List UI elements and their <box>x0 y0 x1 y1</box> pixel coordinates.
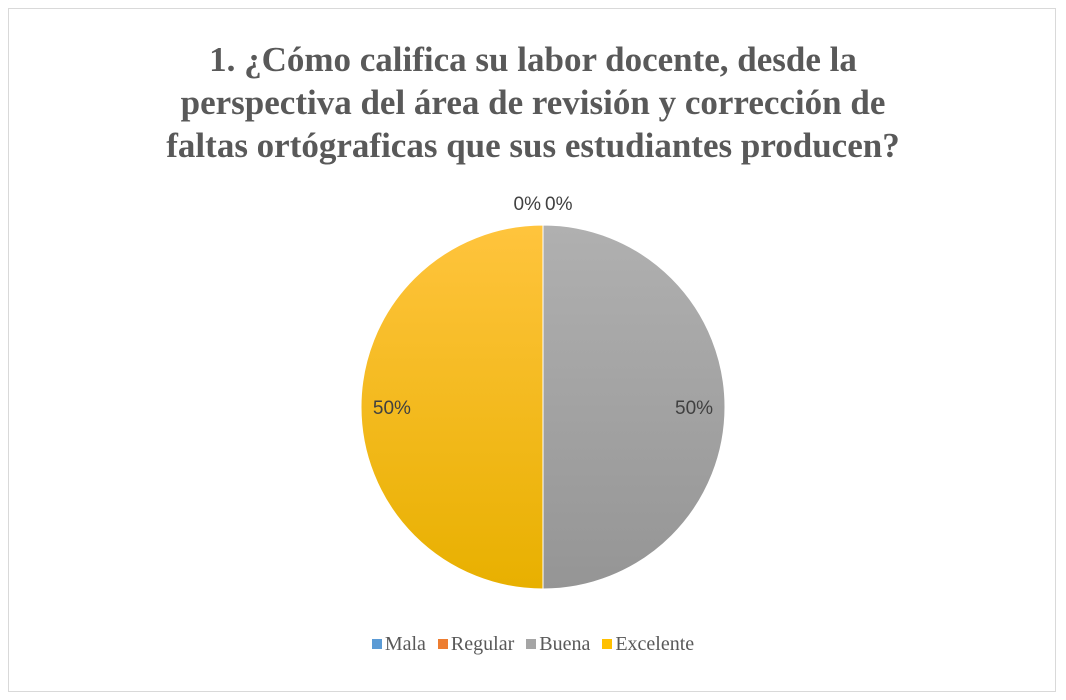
legend-swatch-excelente <box>602 639 613 649</box>
chart-title: 1. ¿Cómo califica su labor docente, desd… <box>0 38 1066 167</box>
data-label-excelente: 50% <box>373 398 411 419</box>
pie-slice-buena <box>542 224 726 590</box>
data-label-regular: 0% <box>545 194 573 215</box>
chart-legend: Mala Regular Buena Excelente <box>0 632 1066 656</box>
legend-item-mala: Mala <box>371 632 426 656</box>
pie-slice-excelente <box>360 224 544 590</box>
legend-swatch-mala <box>371 639 382 649</box>
data-label-buena: 50% <box>675 398 713 419</box>
legend-swatch-regular <box>437 639 448 649</box>
legend-swatch-buena <box>526 639 537 649</box>
chart-title-line-2: perspectiva del área de revisión y corre… <box>180 83 886 122</box>
legend-item-excelente: Excelente <box>602 633 694 656</box>
chart-title-line-1: 1. ¿Cómo califica su labor docente, desd… <box>209 40 857 79</box>
legend-item-regular: Regular <box>437 632 515 656</box>
data-label-mala: 0% <box>514 194 542 215</box>
legend-label-regular: Regular <box>450 632 515 655</box>
legend-label-buena: Buena <box>539 632 591 655</box>
legend-label-mala: Mala <box>384 632 426 655</box>
legend-label-excelente: Excelente <box>615 632 695 655</box>
chart-title-line-3: faltas ortógraficas que sus estudiantes … <box>166 126 900 165</box>
legend-item-buena: Buena <box>526 633 590 656</box>
